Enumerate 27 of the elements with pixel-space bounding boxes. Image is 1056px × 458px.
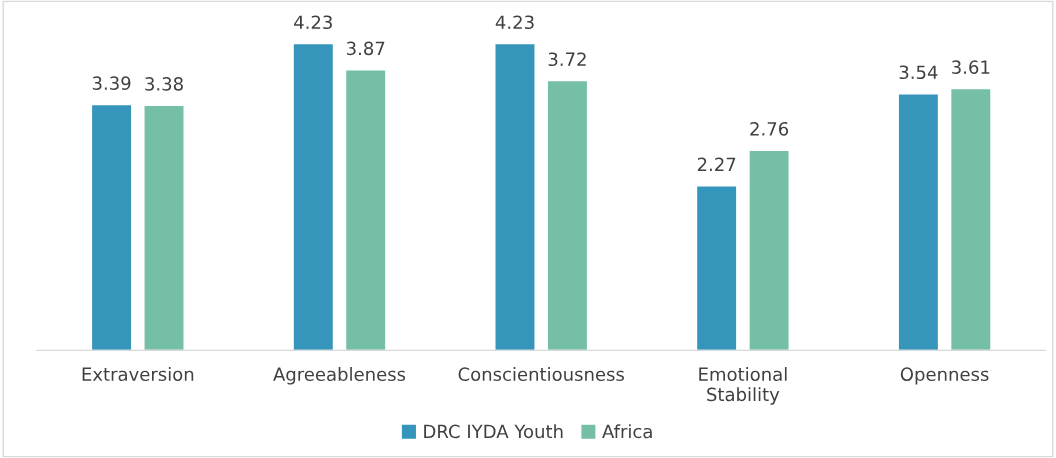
bar xyxy=(897,93,940,351)
x-tick-label: Conscientiousness xyxy=(458,367,624,382)
bar xyxy=(949,87,992,351)
data-label: 3.54 xyxy=(899,65,938,80)
legend-label: DRC IYDA Youth xyxy=(424,424,563,439)
bar xyxy=(143,104,185,351)
bar xyxy=(695,185,738,351)
legend-label: Africa xyxy=(602,424,652,439)
data-label: 3.87 xyxy=(347,41,385,56)
bar xyxy=(546,79,589,351)
data-label: 3.38 xyxy=(145,77,183,91)
data-label: 2.76 xyxy=(750,121,789,136)
x-tick-label: Openness xyxy=(900,367,989,385)
data-label: 4.23 xyxy=(294,15,332,30)
x-tick-label: Emotional Stability xyxy=(699,367,787,405)
data-label: 3.72 xyxy=(548,52,586,67)
data-label: 3.61 xyxy=(952,60,990,75)
bar xyxy=(90,103,133,351)
bar xyxy=(494,42,536,351)
x-tick-label: Agreeableness xyxy=(273,367,406,385)
bar xyxy=(292,42,335,351)
bar xyxy=(344,69,387,351)
x-tick-label: Extraversion xyxy=(82,367,194,382)
data-label: 4.23 xyxy=(495,15,534,30)
bar xyxy=(748,149,790,351)
data-label: 2.27 xyxy=(697,157,736,171)
data-label: 3.39 xyxy=(92,76,131,90)
